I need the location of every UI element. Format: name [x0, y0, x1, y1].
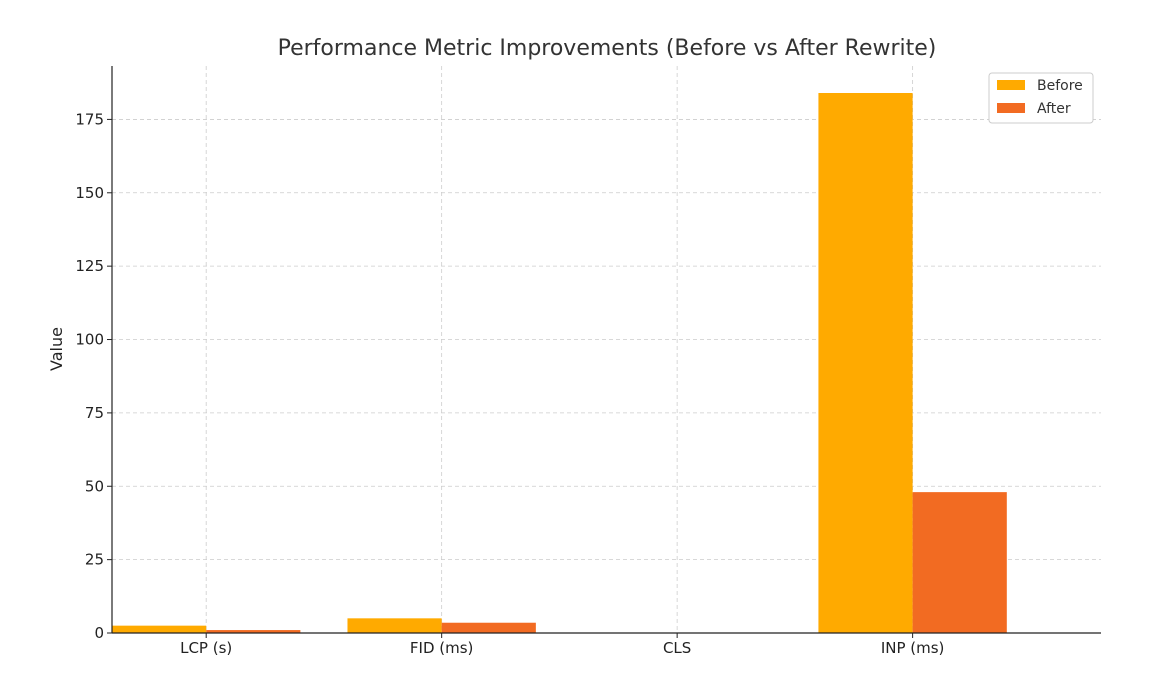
legend: Before After	[988, 72, 1094, 124]
x-tick-label: FID (ms)	[410, 639, 474, 657]
x-tick-label: LCP (s)	[180, 639, 232, 657]
x-tick-label: INP (ms)	[881, 639, 945, 657]
y-tick-label: 100	[75, 331, 104, 349]
x-axis-ticks: LCP (s) FID (ms) CLS INP (ms)	[180, 633, 944, 657]
gridlines	[112, 66, 1101, 634]
legend-swatch-before	[997, 80, 1025, 90]
y-tick-label: 0	[94, 624, 104, 642]
bar-after-4	[912, 492, 1007, 633]
bar-before-1	[112, 625, 207, 633]
y-tick-label: 25	[85, 551, 104, 569]
y-tick-label: 125	[75, 257, 104, 275]
bar-after-2	[441, 622, 536, 633]
y-tick-label: 150	[75, 184, 104, 202]
y-axis-label: Value	[47, 327, 66, 371]
y-axis-ticks: 0 25 50 75 100 125 150 175	[75, 110, 112, 642]
bars	[112, 93, 1007, 633]
x-tick-label: CLS	[663, 639, 691, 657]
y-tick-label: 50	[85, 477, 104, 495]
legend-label-after: After	[1037, 101, 1071, 117]
chart-title: Performance Metric Improvements (Before …	[278, 36, 937, 61]
bar-after-1	[206, 630, 301, 633]
bar-before-4	[818, 93, 913, 633]
legend-label-before: Before	[1037, 78, 1083, 94]
legend-swatch-after	[997, 103, 1025, 113]
axes	[111, 66, 1101, 634]
bar-before-2	[347, 618, 442, 633]
y-tick-label: 75	[85, 404, 104, 422]
y-tick-label: 175	[75, 110, 104, 128]
